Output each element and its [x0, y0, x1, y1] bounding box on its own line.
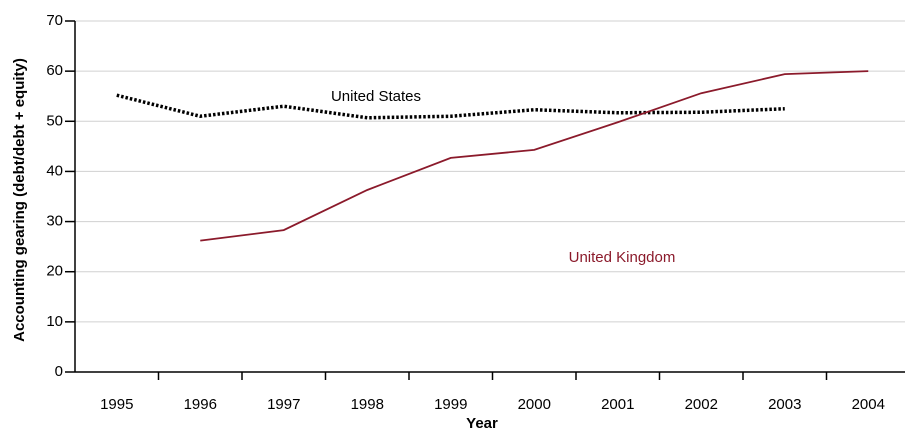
- series-line: [116, 93, 785, 120]
- y-tick-label: 70: [46, 12, 63, 29]
- y-tick-label: 30: [46, 213, 63, 230]
- series-label: United Kingdom: [569, 249, 676, 266]
- x-tick-label: 1995: [100, 396, 133, 413]
- y-tick-label: 0: [55, 363, 63, 380]
- y-tick-label: 20: [46, 263, 63, 280]
- x-tick-label: 1999: [434, 396, 467, 413]
- x-tick-label: 2003: [768, 396, 801, 413]
- y-tick-label: 50: [46, 112, 63, 129]
- x-tick-label: 1998: [351, 396, 384, 413]
- y-axis-label: Accounting gearing (debt/debt + equity): [11, 58, 28, 342]
- x-tick-label: 2004: [852, 396, 885, 413]
- x-tick-label: 1996: [184, 396, 217, 413]
- x-tick-label: 1997: [267, 396, 300, 413]
- x-tick-label: 2002: [685, 396, 718, 413]
- y-tick-label: 40: [46, 162, 63, 179]
- series-line: [200, 70, 869, 242]
- y-tick-label: 10: [46, 313, 63, 330]
- y-tick-label: 60: [46, 62, 63, 79]
- x-axis-label: Year: [466, 415, 498, 432]
- series-label: United States: [331, 88, 421, 105]
- x-tick-label: 2001: [601, 396, 634, 413]
- x-tick-label: 2000: [518, 396, 551, 413]
